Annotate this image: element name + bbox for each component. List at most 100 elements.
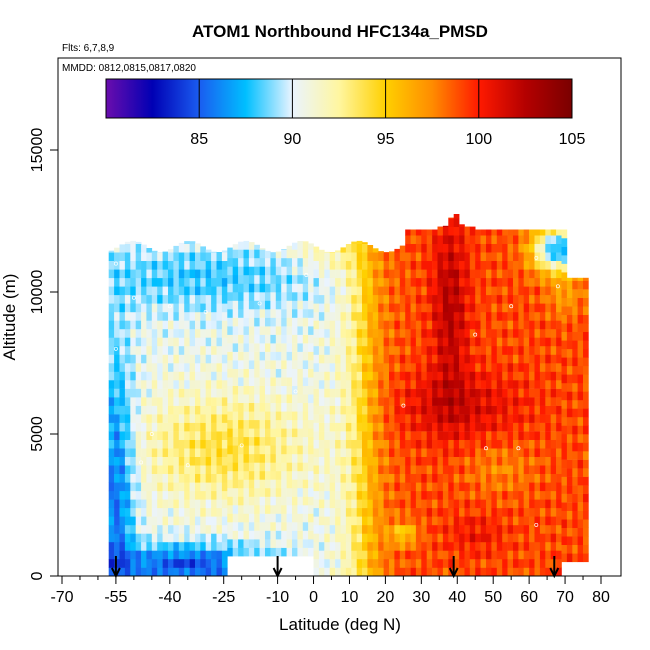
heatmap-cell <box>108 337 115 347</box>
heatmap-cell <box>162 431 169 440</box>
heatmap-cell <box>178 346 185 355</box>
heatmap-cell <box>178 465 185 474</box>
heatmap-cell <box>475 414 481 423</box>
heatmap-cell <box>491 431 498 440</box>
heatmap-cell <box>173 311 180 321</box>
x-tick-label: 60 <box>520 589 538 606</box>
heatmap-cell <box>184 303 190 313</box>
heatmap-cell <box>518 363 525 372</box>
heatmap-cell <box>389 567 395 577</box>
heatmap-cell <box>108 397 115 406</box>
heatmap-cell <box>378 559 384 568</box>
heatmap-cell <box>168 397 174 406</box>
heatmap-cell <box>389 328 395 338</box>
heatmap-cell <box>281 496 287 506</box>
heatmap-cell <box>421 286 427 296</box>
heatmap-cell <box>238 411 244 421</box>
heatmap-cell <box>367 397 374 406</box>
heatmap-cell <box>432 405 438 415</box>
heatmap-cell <box>448 482 454 492</box>
heatmap-cell <box>270 496 277 506</box>
heatmap-cell <box>464 533 471 543</box>
heatmap-cell <box>216 448 223 457</box>
heatmap-cell <box>114 439 120 449</box>
heatmap-cell <box>238 547 244 557</box>
heatmap-cell <box>469 405 476 415</box>
heatmap-cell <box>335 405 341 415</box>
heatmap-cell <box>507 363 514 372</box>
heatmap-cell <box>243 453 250 463</box>
heatmap-cell <box>227 428 233 438</box>
heatmap-cell <box>189 533 196 543</box>
heatmap-cell <box>437 456 444 466</box>
heatmap-cell <box>205 363 212 372</box>
heatmap-cell <box>372 388 379 398</box>
heatmap-cell <box>426 380 433 389</box>
heatmap-cell <box>362 431 368 440</box>
heatmap-cell <box>550 371 557 381</box>
heatmap-cell <box>529 311 535 321</box>
heatmap-cell <box>507 482 514 492</box>
heatmap-cell <box>351 516 357 526</box>
heatmap-cell <box>318 482 325 492</box>
heatmap-cell <box>475 533 481 543</box>
heatmap-cell <box>297 513 304 523</box>
heatmap-cell <box>130 499 136 509</box>
heatmap-cell <box>405 260 411 270</box>
sample-point <box>113 346 118 351</box>
heatmap-cell <box>297 505 304 514</box>
heatmap-cell <box>178 550 185 560</box>
heatmap-cell <box>507 439 514 449</box>
heatmap-cell <box>108 294 115 304</box>
heatmap-cell <box>335 567 341 577</box>
heatmap-cell <box>491 422 498 432</box>
heatmap-cell <box>281 402 287 412</box>
heatmap-cell <box>539 482 546 492</box>
heatmap-cell <box>270 360 277 369</box>
heatmap-cell <box>200 422 206 432</box>
heatmap-cell <box>141 541 147 551</box>
heatmap-cell <box>130 465 136 474</box>
heatmap-cell <box>534 337 541 347</box>
heatmap-cell <box>513 243 519 253</box>
heatmap-cell <box>566 348 573 358</box>
heatmap-cell <box>459 490 465 500</box>
heatmap-cell <box>265 488 271 497</box>
heatmap-cell <box>313 516 320 526</box>
heatmap-cell <box>302 368 309 378</box>
heatmap-cell <box>491 346 498 355</box>
heatmap-cell <box>178 320 185 330</box>
heatmap-cell <box>238 445 244 455</box>
heatmap-cell <box>318 346 325 355</box>
heatmap-cell <box>345 405 352 415</box>
heatmap-cell <box>227 368 233 378</box>
heatmap-cell <box>453 550 460 560</box>
heatmap-cell <box>523 328 530 338</box>
heatmap-cell <box>211 490 217 500</box>
heatmap-cell <box>469 311 476 321</box>
heatmap-cell <box>184 328 190 338</box>
heatmap-cell <box>513 507 519 517</box>
heatmap-cell <box>410 439 417 449</box>
heatmap-cell <box>523 311 530 321</box>
heatmap-cell <box>502 303 508 313</box>
heatmap-cell <box>200 311 206 321</box>
heatmap-cell <box>486 260 492 270</box>
heatmap-cell <box>200 482 206 492</box>
heatmap-cell <box>335 414 341 423</box>
heatmap-cell <box>227 479 233 489</box>
heatmap-cell <box>367 473 374 483</box>
heatmap-cell <box>135 559 142 568</box>
heatmap-cell <box>205 422 212 432</box>
heatmap-cell <box>141 277 147 287</box>
heatmap-cell <box>351 456 357 466</box>
heatmap-cell <box>378 499 384 509</box>
sample-point <box>473 332 478 337</box>
heatmap-cell <box>475 346 481 355</box>
heatmap-cell <box>378 516 384 526</box>
heatmap-cell <box>308 309 314 318</box>
heatmap-cell <box>448 439 454 449</box>
heatmap-cell <box>173 245 180 253</box>
heatmap-cell <box>583 442 589 452</box>
